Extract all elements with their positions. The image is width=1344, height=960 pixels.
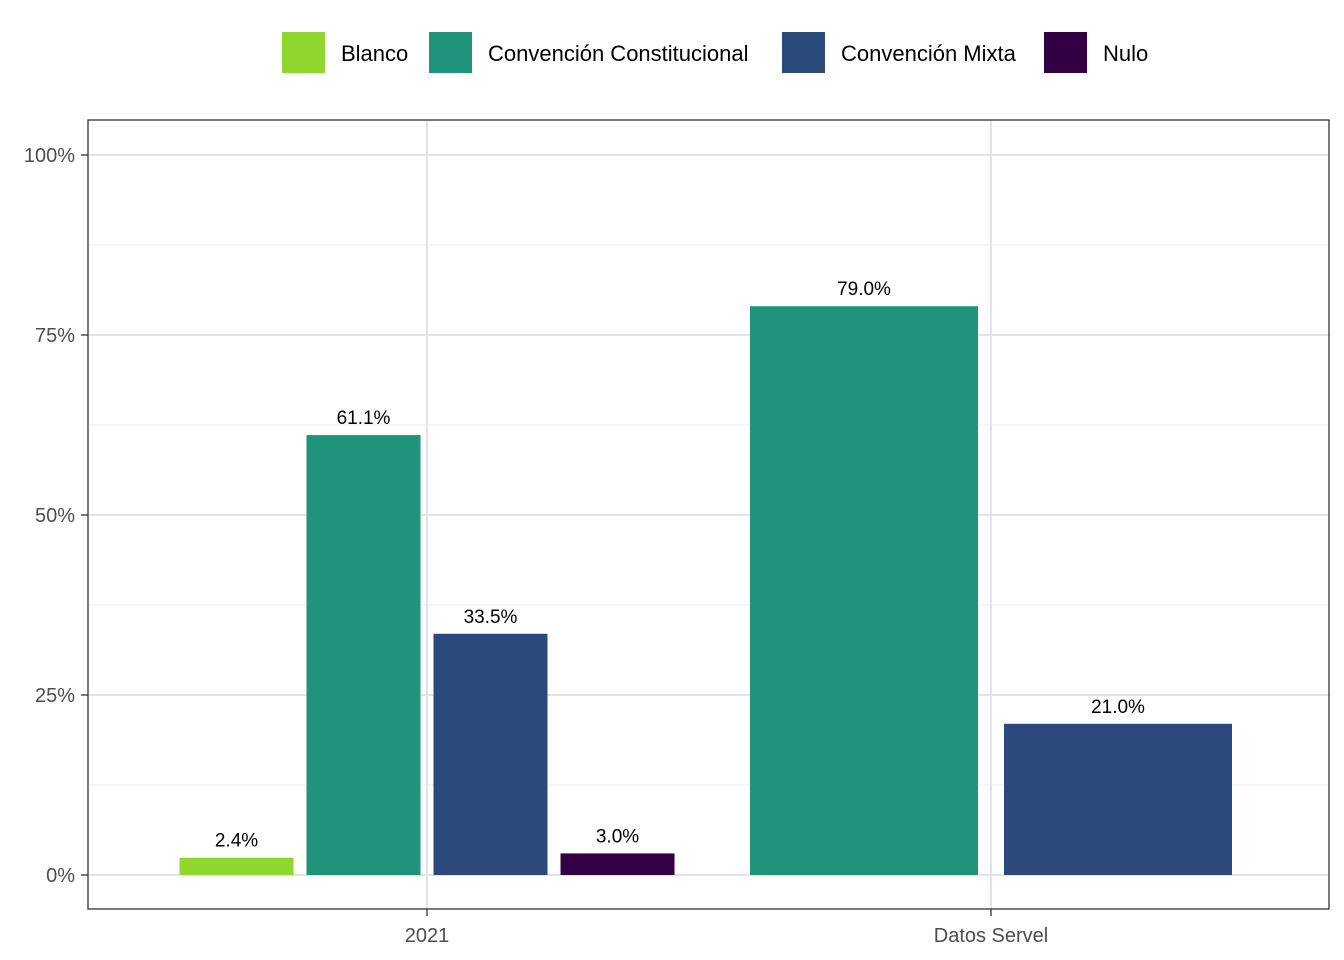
bar-convenci-n-mixta-datos-servel bbox=[1004, 723, 1232, 875]
legend-item-nulo: Nulo bbox=[1044, 32, 1148, 73]
bar-convenci-n-mixta-2021 bbox=[433, 633, 548, 875]
bar-nulo-2021 bbox=[560, 853, 675, 875]
data-label: 2.4% bbox=[215, 831, 258, 852]
legend-item-convenci-n-constitucional: Convención Constitucional bbox=[429, 32, 749, 73]
y-axis: 0% 25% 50% 75% 100% bbox=[24, 145, 88, 887]
data-label: 61.1% bbox=[337, 408, 391, 429]
y-tick-label: 100% bbox=[24, 145, 75, 167]
data-label: 79.0% bbox=[837, 279, 891, 300]
data-label: 3.0% bbox=[596, 826, 639, 847]
legend-label: Convención Mixta bbox=[841, 41, 1017, 66]
bar-convenci-n-constitucional-2021 bbox=[306, 435, 421, 875]
bar-convenci-n-constitucional-datos-servel bbox=[750, 306, 978, 875]
x-tick-label: 2021 bbox=[405, 925, 450, 947]
data-label: 21.0% bbox=[1091, 697, 1145, 718]
legend-key bbox=[1044, 32, 1087, 73]
x-tick-label: Datos Servel bbox=[934, 925, 1049, 947]
legend-key bbox=[282, 32, 325, 73]
legend-item-convenci-n-mixta: Convención Mixta bbox=[782, 32, 1017, 73]
legend: Blanco Convención Constitucional Convenció… bbox=[282, 32, 1148, 73]
grid-major bbox=[88, 120, 1329, 909]
y-tick-label: 25% bbox=[35, 685, 75, 707]
plot-panel: 2.4% 61.1% 33.5% 3.0% 79.0% 21.0% bbox=[87, 119, 1330, 910]
bar-blanco-2021 bbox=[179, 857, 294, 875]
y-tick-label: 75% bbox=[35, 325, 75, 347]
legend-label: Nulo bbox=[1103, 41, 1148, 66]
legend-label: Blanco bbox=[341, 41, 408, 66]
y-tick-label: 0% bbox=[46, 865, 75, 887]
legend-key bbox=[782, 32, 825, 73]
bars bbox=[179, 306, 1232, 875]
data-label: 33.5% bbox=[464, 607, 518, 628]
legend-key bbox=[429, 32, 472, 73]
legend-item-blanco: Blanco bbox=[282, 32, 408, 73]
y-tick-label: 50% bbox=[35, 505, 75, 527]
legend-label: Convención Constitucional bbox=[488, 41, 749, 66]
data-labels: 2.4% 61.1% 33.5% 3.0% 79.0% 21.0% bbox=[215, 279, 1145, 852]
x-axis: 2021 Datos Servel bbox=[405, 909, 1049, 947]
